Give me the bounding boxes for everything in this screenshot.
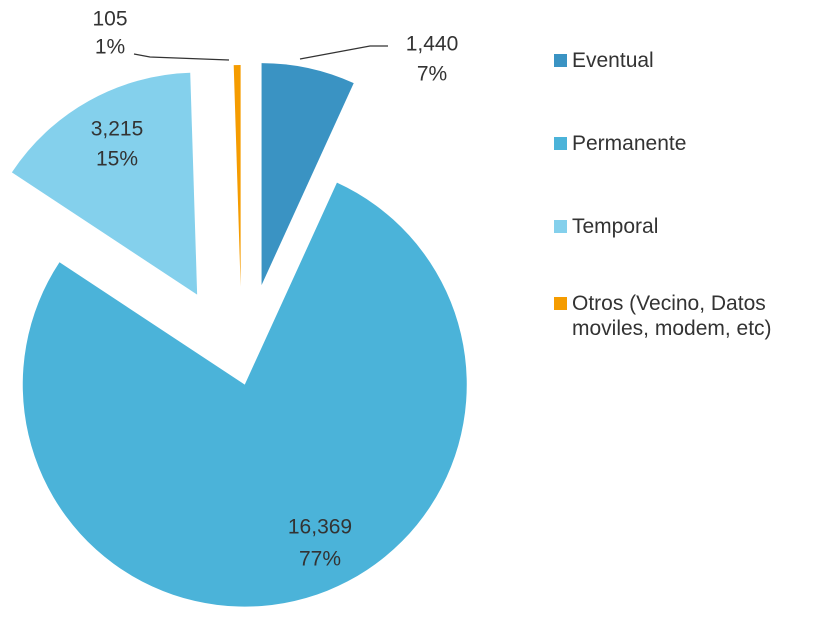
leader-line	[299, 45, 388, 60]
data-label: 3,215	[91, 118, 144, 141]
legend-swatch	[554, 297, 567, 310]
data-label: 16,369	[288, 516, 352, 539]
legend-swatch	[554, 137, 567, 150]
legend-label: Otros (Vecino, Datos moviles, modem, etc…	[572, 292, 772, 340]
legend-label: Permanente	[572, 132, 687, 155]
pie-slice	[261, 63, 354, 286]
legend-label: Eventual	[572, 49, 654, 72]
legend-label: Temporal	[572, 215, 659, 238]
percent-label: 15%	[96, 148, 138, 171]
pie-slice	[233, 65, 241, 288]
legend-item: Permanente	[552, 131, 817, 156]
percent-label: 7%	[417, 63, 447, 86]
legend-swatch	[554, 54, 567, 67]
legend-item: Otros (Vecino, Datos moviles, modem, etc…	[552, 291, 817, 341]
pie-slice	[22, 182, 467, 607]
data-label: 105	[92, 8, 127, 31]
leader-line	[133, 53, 230, 61]
percent-label: 1%	[95, 36, 125, 59]
legend-swatch	[554, 220, 567, 233]
legend-item: Eventual	[552, 48, 817, 73]
legend-item: Temporal	[552, 214, 817, 239]
pie-slice	[11, 72, 198, 295]
percent-label: 77%	[299, 548, 341, 571]
data-label: 1,440	[406, 33, 459, 56]
